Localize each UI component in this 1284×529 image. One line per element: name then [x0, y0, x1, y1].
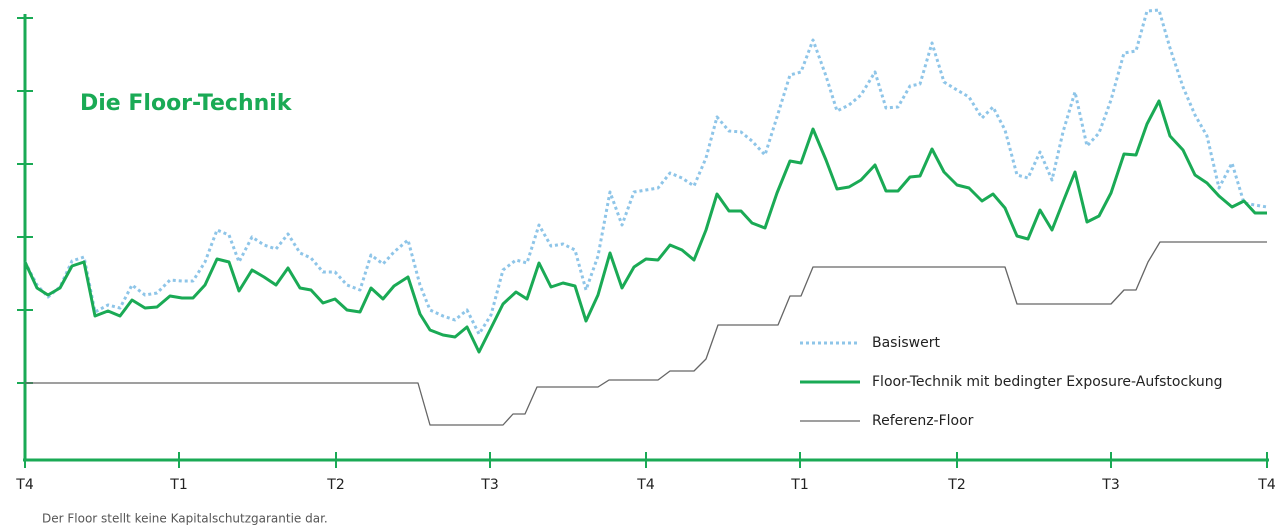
- footnote: Der Floor stellt keine Kapitalschutzgara…: [42, 512, 328, 526]
- series-line: [23, 8, 1268, 336]
- legend-label: Basiswert: [872, 335, 940, 351]
- chart-title: Die Floor-Technik: [80, 91, 293, 116]
- x-tick-label: T2: [947, 477, 965, 493]
- x-tick-label: T2: [326, 477, 344, 493]
- x-tick-label: T4: [15, 477, 34, 493]
- x-tick-label: T3: [1101, 477, 1119, 493]
- series-line: [23, 99, 1267, 354]
- legend-label: Floor-Technik mit bedingter Exposure-Auf…: [872, 374, 1222, 390]
- x-tick-label: T4: [1257, 477, 1276, 493]
- x-tick-label: T3: [480, 477, 498, 493]
- x-tick-label: T1: [790, 477, 808, 493]
- x-tick-label: T4: [636, 477, 655, 493]
- x-tick-label: T1: [169, 477, 187, 493]
- legend-label: Referenz-Floor: [872, 413, 974, 429]
- series-line: [25, 241, 1267, 426]
